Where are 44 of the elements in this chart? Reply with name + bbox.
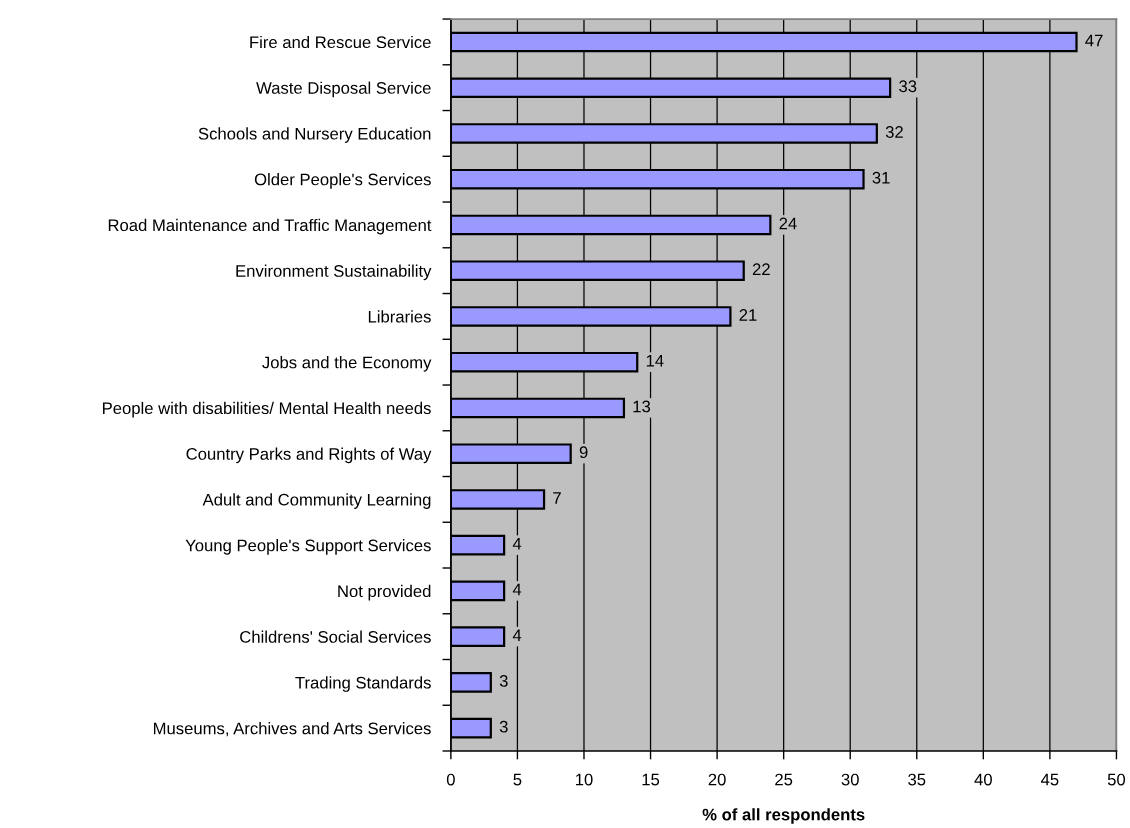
y-tick-label: Not provided <box>338 584 431 601</box>
x-tick-label: 45 <box>1041 773 1059 786</box>
y-tick-label: Country Parks and Rights of Way <box>186 447 432 464</box>
x-tick-label: 50 <box>1107 773 1126 786</box>
y-tick-label: Road Maintenance and Traffic Management <box>108 218 432 235</box>
data-label: 47 <box>1085 34 1103 47</box>
data-label: 33 <box>899 80 917 93</box>
data-label: 7 <box>553 492 561 504</box>
x-tick-label: 15 <box>642 773 660 786</box>
data-label: 3 <box>499 675 508 687</box>
y-tick-label: Fire and Rescue Service <box>250 35 431 49</box>
x-tick-label: 40 <box>974 773 992 786</box>
y-tick-label: Jobs and the Economy <box>262 356 432 372</box>
data-label: 22 <box>752 263 770 275</box>
data-label: 9 <box>579 446 588 459</box>
data-label: 3 <box>499 720 508 733</box>
data-label: 14 <box>646 354 664 367</box>
x-tick-label: 25 <box>775 773 793 786</box>
y-tick-label: Childrens' Social Services <box>240 630 431 643</box>
x-tick-label: 30 <box>841 773 859 786</box>
x-tick-label: 10 <box>575 773 593 786</box>
data-label: 4 <box>512 629 522 641</box>
x-tick-label: 20 <box>708 773 726 786</box>
data-label: 21 <box>739 309 757 321</box>
data-label: 32 <box>885 126 903 138</box>
y-tick-label: Museums, Archives and Arts Services <box>153 722 431 737</box>
x-tick-label: 5 <box>513 773 522 786</box>
y-tick-label: Environment Sustainability <box>236 264 432 281</box>
y-tick-label: People with disabilities/ Mental Health needs <box>102 401 431 418</box>
y-tick-label: Adult and Community Learning <box>202 493 431 509</box>
y-tick-label: Schools and Nursery Education <box>198 127 431 143</box>
x-axis-title: % of all respondents <box>702 808 865 824</box>
data-label: 24 <box>779 217 797 230</box>
data-label: 31 <box>872 171 890 184</box>
x-tick-label: 35 <box>908 773 926 786</box>
y-tick-label: Waste Disposal Service <box>256 81 431 98</box>
y-tick-label: Trading Standards <box>295 676 431 692</box>
data-label: 13 <box>633 400 651 413</box>
x-tick-label: 0 <box>446 773 455 786</box>
y-tick-label: Libraries <box>368 310 431 323</box>
y-tick-label: Older People's Services <box>254 173 431 189</box>
data-label: 4 <box>512 583 522 596</box>
y-tick-label: Young People's Support Services <box>185 539 431 555</box>
data-label: 4 <box>512 537 522 550</box>
